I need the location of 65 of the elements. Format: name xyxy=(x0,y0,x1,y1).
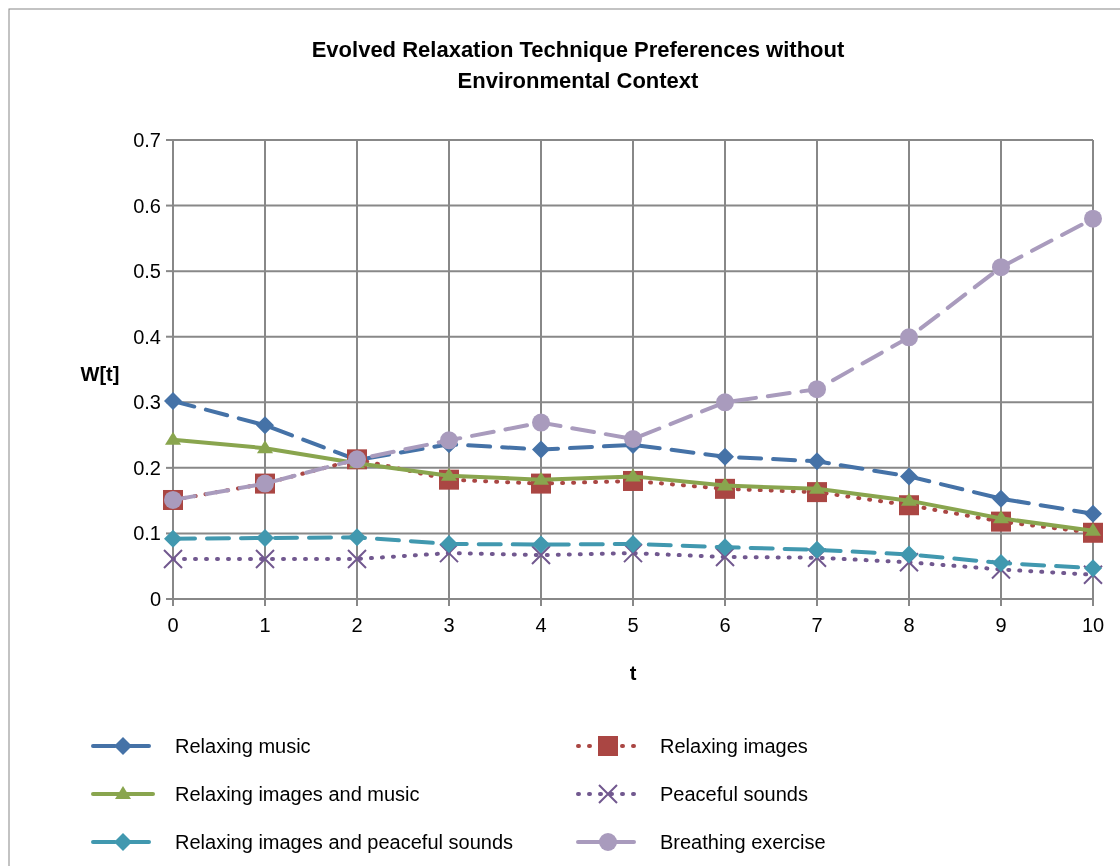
point xyxy=(624,534,642,553)
point xyxy=(1084,559,1102,578)
x-tick-label: 2 xyxy=(351,614,363,636)
y-tick-label: 0.7 xyxy=(133,129,161,151)
chart-title: Evolved Relaxation Technique Preferences without Environmental Context xyxy=(311,37,845,93)
point xyxy=(257,440,273,454)
point xyxy=(900,467,918,486)
point xyxy=(256,416,274,435)
point xyxy=(532,535,550,554)
point xyxy=(716,447,734,466)
point xyxy=(624,430,642,449)
legend-label: Peaceful sounds xyxy=(660,783,808,805)
x-tick-label: 4 xyxy=(535,614,547,636)
legend-label: Breathing exercise xyxy=(660,831,826,853)
point xyxy=(164,529,182,548)
x-tick-label: 5 xyxy=(627,614,639,636)
point xyxy=(900,545,918,564)
point xyxy=(992,553,1010,572)
point xyxy=(992,258,1010,277)
y-tick-label: 0.1 xyxy=(133,522,161,545)
point xyxy=(348,528,366,547)
y-tick-label: 0.2 xyxy=(133,456,161,479)
point xyxy=(347,549,367,569)
legend-label: Relaxing images and peaceful sounds xyxy=(175,831,513,853)
point xyxy=(808,540,826,559)
point xyxy=(623,543,643,564)
point xyxy=(716,393,734,412)
y-axis-title: W[t] xyxy=(80,363,120,385)
x-tick-label: 10 xyxy=(1081,614,1105,636)
point xyxy=(808,452,826,471)
legend-label: Relaxing music xyxy=(175,735,311,757)
point xyxy=(625,468,641,482)
point xyxy=(716,538,734,557)
point xyxy=(439,543,459,564)
x-axis-title: t xyxy=(629,662,637,684)
point xyxy=(532,440,550,459)
point xyxy=(531,545,551,566)
y-tick-label: 0.4 xyxy=(133,325,161,348)
x-tick-label: 9 xyxy=(995,614,1007,636)
point xyxy=(715,547,735,568)
y-tick-label: 0.3 xyxy=(133,391,161,414)
point xyxy=(255,549,275,569)
y-tick-label: 0 xyxy=(149,588,161,610)
legend-label: Relaxing images and music xyxy=(175,783,420,805)
x-tick-label: 0 xyxy=(167,614,179,636)
point xyxy=(1084,504,1102,523)
x-tick-label: 6 xyxy=(719,614,731,636)
point xyxy=(164,391,182,410)
x-tick-label: 7 xyxy=(811,614,823,636)
point xyxy=(900,328,918,347)
point xyxy=(808,380,826,399)
x-tick-label: 3 xyxy=(443,614,455,636)
point xyxy=(440,534,458,553)
x-tick-label: 1 xyxy=(259,614,271,636)
point xyxy=(163,549,183,569)
point xyxy=(899,552,919,573)
point xyxy=(256,529,274,548)
legend-label: Relaxing images xyxy=(660,735,808,757)
y-tick-label: 0.6 xyxy=(133,194,161,217)
point xyxy=(992,489,1010,508)
point xyxy=(1084,209,1102,228)
point xyxy=(532,413,550,432)
point xyxy=(165,431,181,445)
x-tick-label: 8 xyxy=(903,614,915,636)
y-tick-label: 0.5 xyxy=(133,260,161,283)
